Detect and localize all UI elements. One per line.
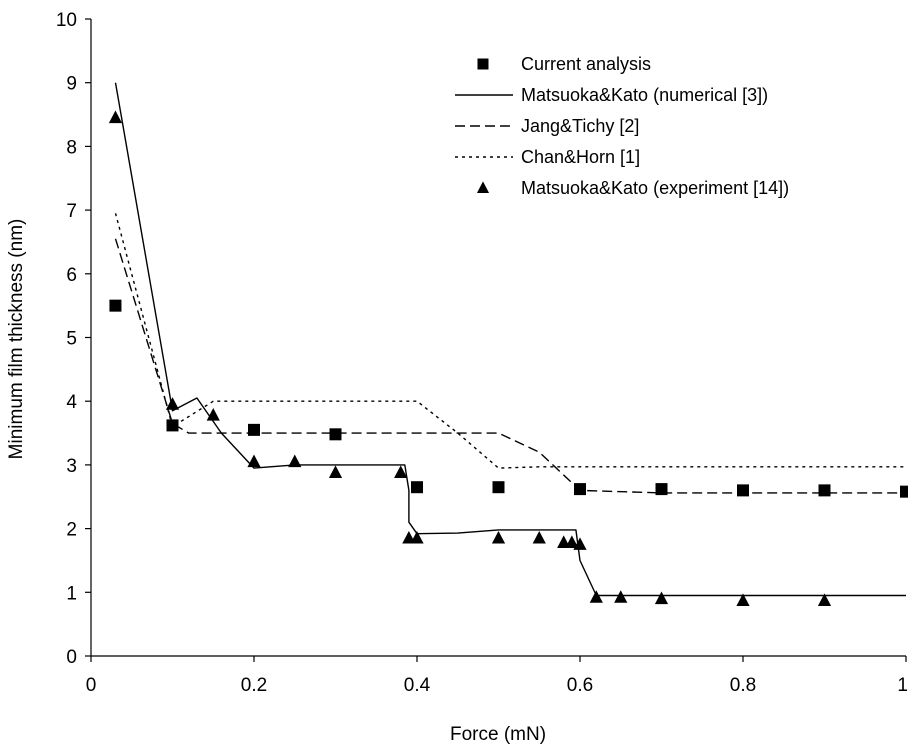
triangle-point	[288, 454, 302, 468]
legend-triangle-marker	[476, 181, 490, 193]
y-tick-label: 3	[66, 456, 77, 477]
y-tick-label: 5	[66, 329, 77, 350]
y-tick-label: 8	[66, 137, 77, 158]
square-point	[411, 481, 423, 494]
y-tick-label: 4	[66, 392, 77, 413]
legend-label: Matsuoka&Kato (experiment [14])	[521, 178, 789, 198]
legend-item: Current analysis	[477, 54, 651, 74]
square-point	[818, 484, 831, 497]
legend-item: Chan&Horn [1]	[455, 147, 640, 167]
triangle-point	[165, 397, 180, 410]
series-line-2	[114, 238, 906, 494]
triangle-point	[410, 530, 424, 544]
triangle-point	[206, 408, 220, 421]
triangle-point	[614, 590, 628, 603]
markers-layer	[108, 110, 908, 606]
x-tick-label: 0.6	[567, 675, 593, 696]
y-tick-label: 9	[66, 74, 77, 95]
square-point	[655, 483, 668, 496]
legend-square-marker	[477, 58, 489, 70]
triangle-point	[817, 593, 832, 606]
x-tick-label: 0.8	[730, 675, 756, 696]
square-point	[574, 483, 586, 496]
y-tick-label: 2	[66, 520, 77, 541]
triangle-point	[394, 465, 408, 478]
legend-item: Jang&Tichy [2]	[455, 116, 639, 136]
legend-item: Matsuoka&Kato (numerical [3])	[455, 85, 768, 105]
square-point	[492, 481, 505, 494]
legend-label: Chan&Horn [1]	[521, 147, 640, 167]
legend-label: Matsuoka&Kato (numerical [3])	[521, 85, 768, 105]
series-layer	[114, 82, 906, 597]
triangle-point	[589, 590, 603, 603]
x-axis-title: Force (mN)	[450, 724, 546, 745]
series-line-3	[114, 213, 906, 469]
y-axis-title: Minimum film thickness (nm)	[6, 219, 27, 460]
y-tick-label: 6	[66, 265, 77, 286]
triangle-point	[573, 537, 587, 550]
y-tick-label: 7	[66, 201, 77, 222]
square-point	[737, 484, 749, 497]
x-tick-label: 0.4	[404, 675, 431, 696]
triangle-point	[491, 530, 506, 544]
triangle-point	[328, 465, 343, 478]
legend-label: Current analysis	[521, 54, 651, 74]
triangle-point	[108, 110, 123, 124]
square-point	[329, 428, 342, 441]
y-tick-label: 0	[66, 647, 77, 668]
square-point	[109, 299, 122, 312]
y-tick-label: 1	[66, 583, 77, 604]
x-tick-label: 1	[897, 675, 908, 696]
y-tick-label: 10	[56, 10, 77, 31]
x-tick-label: 0	[86, 675, 97, 696]
triangle-point	[532, 530, 546, 544]
triangle-point	[654, 591, 669, 605]
axes: 0 1 2 3 4 5 6 7 8 9 10 0 0.2 0.4 0.6 0.8 1	[56, 10, 908, 696]
legend-item: Matsuoka&Kato (experiment [14])	[476, 178, 789, 198]
square-point	[900, 485, 908, 498]
triangle-point	[565, 535, 579, 549]
triangle-point	[247, 454, 261, 468]
x-tick-label: 0.2	[241, 675, 267, 696]
square-point	[248, 423, 260, 436]
triangle-point	[736, 593, 750, 606]
square-point	[166, 419, 179, 432]
series-line-1	[114, 82, 906, 597]
legend-label: Jang&Tichy [2]	[521, 116, 639, 136]
legend: Current analysis Matsuoka&Kato (numerical…	[455, 54, 789, 198]
